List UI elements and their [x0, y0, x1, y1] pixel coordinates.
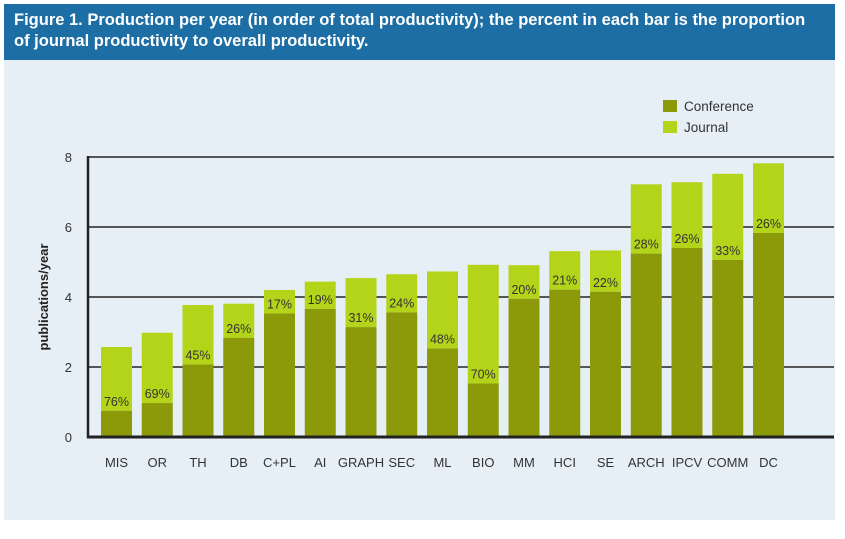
y-tick-label: 4	[65, 290, 72, 305]
x-category-label: ML	[433, 455, 451, 470]
bar-journal	[141, 332, 173, 404]
x-category-label: OR	[148, 455, 168, 470]
legend-swatch	[663, 100, 677, 112]
bar-conference	[386, 312, 418, 437]
bar-conference	[549, 289, 581, 437]
x-category-label: TH	[189, 455, 206, 470]
x-category-label: BIO	[472, 455, 494, 470]
percent-label: 28%	[634, 238, 659, 252]
x-category-label: MM	[513, 455, 535, 470]
x-category-label: MIS	[105, 455, 128, 470]
bar-journal	[671, 182, 703, 248]
bar-conference	[101, 410, 132, 437]
percent-label: 22%	[593, 276, 618, 290]
y-tick-label: 8	[65, 150, 72, 165]
x-category-label: DB	[230, 455, 248, 470]
bar-journal	[630, 184, 662, 254]
percent-label: 26%	[674, 232, 699, 246]
bar-journal	[467, 264, 499, 384]
percent-label: 31%	[348, 311, 373, 325]
bar-journal	[386, 274, 418, 313]
x-category-label: ARCH	[628, 455, 665, 470]
bar-journal	[223, 303, 255, 338]
x-category-label: AI	[314, 455, 326, 470]
percent-label: 20%	[511, 283, 536, 297]
percent-label: 69%	[145, 387, 170, 401]
x-category-label: IPCV	[672, 455, 703, 470]
percent-label: 33%	[715, 244, 740, 258]
bar-journal	[549, 251, 581, 290]
bar-journal	[345, 278, 377, 328]
percent-label: 19%	[308, 293, 333, 307]
bar-conference	[753, 232, 784, 437]
percent-label: 26%	[226, 322, 251, 336]
bar-conference	[141, 403, 173, 437]
bar-conference	[345, 327, 377, 437]
bar-conference	[508, 298, 540, 437]
bar-conference	[223, 337, 255, 437]
bar-journal	[712, 173, 744, 260]
percent-label: 21%	[552, 274, 577, 288]
bar-conference	[427, 348, 458, 437]
bar-conference	[712, 259, 744, 437]
percent-label: 48%	[430, 332, 455, 346]
x-category-label: SE	[597, 455, 615, 470]
percent-label: 70%	[471, 367, 496, 381]
bar-conference	[590, 291, 621, 437]
legend-label: Journal	[684, 120, 728, 135]
x-category-label: COMM	[707, 455, 748, 470]
x-category-label: C+PL	[263, 455, 296, 470]
bar-conference	[182, 364, 214, 437]
bar-journal	[101, 347, 132, 411]
bar-journal	[753, 163, 784, 233]
x-category-label: HCI	[554, 455, 576, 470]
bar-journal	[182, 305, 214, 365]
percent-label: 17%	[267, 297, 292, 311]
y-tick-label: 6	[65, 220, 72, 235]
y-tick-label: 0	[65, 430, 72, 445]
y-tick-label: 2	[65, 360, 72, 375]
x-category-label: GRAPH	[338, 455, 384, 470]
percent-label: 26%	[756, 217, 781, 231]
bar-conference	[630, 253, 662, 437]
bar-journal	[304, 281, 336, 309]
figure-title: Figure 1. Production per year (in order …	[14, 11, 806, 50]
bar-journal	[590, 250, 621, 292]
legend-label: Conference	[684, 99, 754, 114]
x-category-label: SEC	[388, 455, 415, 470]
bar-conference	[467, 383, 499, 437]
bar-journal	[508, 265, 540, 299]
percent-label: 45%	[185, 349, 210, 363]
bar-conference	[671, 248, 703, 437]
percent-label: 76%	[104, 395, 129, 409]
x-category-label: DC	[759, 455, 778, 470]
bar-journal	[427, 271, 458, 349]
title-bar: Figure 1. Production per year (in order …	[4, 4, 835, 60]
bar-conference	[264, 313, 295, 437]
bar-journal	[264, 290, 295, 314]
percent-label: 24%	[389, 296, 414, 310]
bar-conference	[304, 308, 336, 437]
y-axis-label: publications/year	[36, 244, 51, 351]
legend-swatch	[663, 121, 677, 133]
